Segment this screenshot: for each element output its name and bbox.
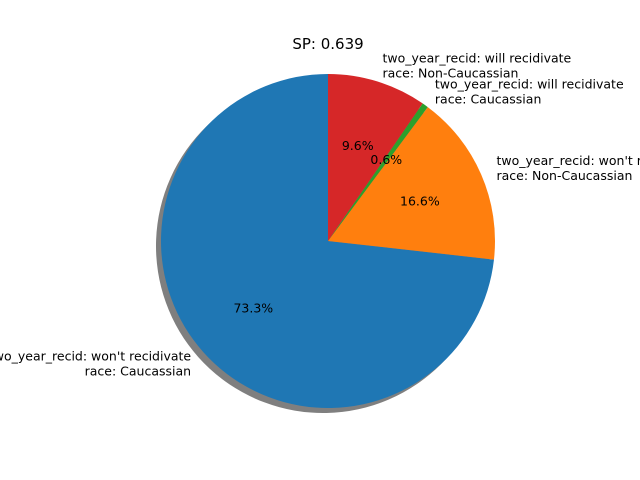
slice-label-2: two_year_recid: will recidivate race: Cau… — [435, 77, 624, 107]
percent-labels: 73.3% 16.6% 0.6%9.6% — [233, 138, 439, 315]
slice-label-line: race: Caucassian — [85, 364, 191, 379]
slice-label-line: two_year_recid: will recidivate — [435, 77, 624, 92]
slice-label-line: race: Non-Caucassian — [383, 66, 519, 81]
slice-label-3: two_year_recid: will recidivate race: Non… — [383, 51, 572, 81]
percent-label-3: 9.6% — [342, 138, 374, 153]
pie-slice-1 — [328, 107, 495, 260]
pie-slice-3 — [328, 74, 423, 241]
slice-label-line: race: Caucassian — [435, 92, 541, 107]
slice-label-line: race: Non-Caucassian — [497, 168, 633, 183]
percent-label-2: 0.6% — [370, 152, 402, 167]
chart-title: SP: 0.639 — [292, 35, 363, 53]
percent-label-0: 73.3% — [233, 300, 273, 315]
percent-label-1: 16.6% — [400, 194, 440, 209]
slice-labels: two_year_recid: won't recidivate race: Ca… — [0, 51, 640, 379]
slice-label-0: two_year_recid: won't recidivate race: Ca… — [0, 349, 191, 379]
pie-slice-2 — [328, 103, 428, 241]
slice-label-line: two_year_recid: won't recidivate — [497, 153, 640, 168]
pie-slices — [160, 74, 495, 408]
pie-slice-0 — [160, 74, 494, 408]
slice-label-line: two_year_recid: will recidivate — [383, 51, 572, 66]
slice-label-line: two_year_recid: won't recidivate — [0, 349, 191, 364]
